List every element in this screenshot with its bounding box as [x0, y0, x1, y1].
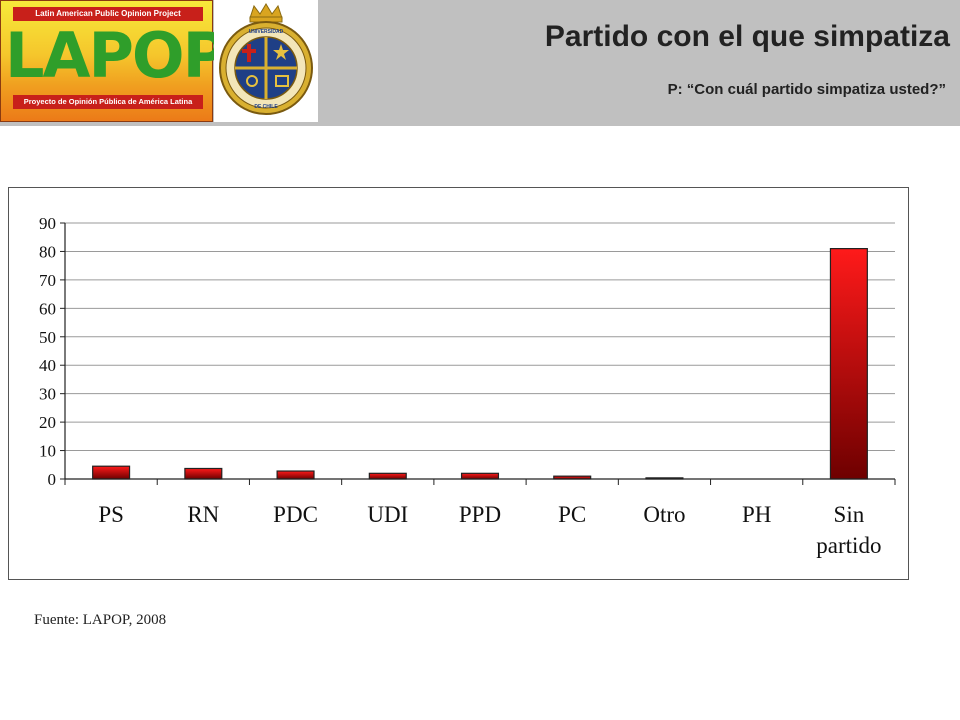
x-category-label: Sin — [834, 502, 865, 527]
svg-text:UNIVERSIDAD: UNIVERSIDAD — [249, 29, 284, 35]
lapop-logo: Latin American Public Opinion Project LA… — [0, 0, 228, 122]
bar-ppd — [460, 472, 500, 480]
y-tick-label: 10 — [39, 442, 56, 461]
x-category-label: Otro — [643, 502, 685, 527]
y-tick-label: 20 — [39, 413, 56, 432]
grid-lines — [65, 222, 895, 452]
x-category-label: PDC — [273, 502, 318, 527]
x-category-label: RN — [187, 502, 219, 527]
page-subtitle: P: “Con cuál partido simpatiza usted?” — [667, 81, 946, 98]
y-tick-label: 90 — [39, 214, 56, 233]
y-tick-label: 80 — [39, 242, 56, 261]
source-note: Fuente: LAPOP, 2008 — [34, 612, 167, 628]
x-category-label: partido — [816, 533, 881, 558]
header-banner: Latin American Public Opinion Project LA… — [0, 0, 960, 126]
svg-text:DE CHILE: DE CHILE — [254, 104, 278, 110]
axes — [64, 223, 895, 480]
bar-ps — [92, 465, 131, 480]
bar-chart-frame: 0 10 20 30 40 50 60 70 80 90 PS RN PDC UDI PPD PC Otro P… — [8, 187, 909, 580]
x-category-label: UDI — [367, 502, 408, 527]
bar-sin-partido — [829, 247, 868, 480]
bars — [92, 247, 868, 480]
lapop-logo-bottom-text: Proyecto de Opinión Pública de América L… — [13, 95, 203, 109]
x-category-label: PH — [742, 502, 771, 527]
y-tick-label: 40 — [39, 356, 56, 375]
y-tick-label: 0 — [48, 470, 57, 489]
lapop-logo-top-text: Latin American Public Opinion Project — [13, 7, 203, 21]
page-title: Partido con el que simpatiza — [544, 20, 950, 53]
x-category-label: PC — [558, 502, 586, 527]
y-tick-label: 70 — [39, 271, 56, 290]
university-seal-logo: UNIVERSIDAD DE CHILE — [214, 0, 318, 122]
bar-pdc — [276, 470, 315, 480]
y-tick-label: 30 — [39, 385, 56, 404]
lapop-logo-main-text: LAPOP — [5, 19, 228, 92]
x-category-label: PS — [98, 502, 124, 527]
y-tick-label: 50 — [39, 328, 56, 347]
university-seal-icon: UNIVERSIDAD DE CHILE — [219, 3, 313, 115]
x-category-label: PPD — [459, 502, 501, 527]
x-axis-ticks: PS RN PDC UDI PPD PC Otro PH Sin partido — [64, 479, 896, 558]
bar-rn — [184, 467, 223, 480]
bar-udi — [368, 472, 407, 480]
y-axis-ticks: 0 10 20 30 40 50 60 70 80 90 — [39, 214, 65, 489]
y-tick-label: 60 — [39, 299, 56, 318]
